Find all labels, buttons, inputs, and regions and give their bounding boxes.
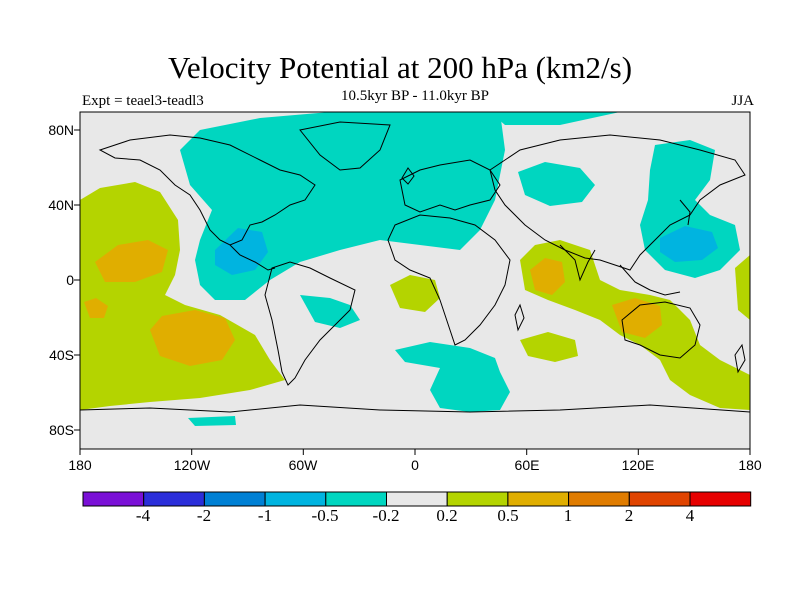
orange-core-north-pacific (95, 240, 168, 282)
colorbar-label-2: 2 (624, 506, 634, 525)
colorbar-label-m4: -4 (135, 506, 151, 525)
coast-new-zealand (734, 343, 746, 374)
coast-antarctica (80, 404, 750, 413)
coast-central-america (229, 244, 276, 271)
lon-label-60w: 60W (288, 457, 318, 473)
lat-label-80s: 80S (49, 422, 74, 438)
colorbar-box-1 (143, 491, 205, 507)
lon-label-120w: 120W (173, 457, 211, 473)
colorbar-box-4 (325, 491, 387, 507)
coast-africa (387, 214, 511, 346)
colorbar-box-0 (82, 491, 145, 507)
map-subtitle: 10.5kyr BP - 11.0kyr BP (340, 88, 490, 104)
coast-asia (489, 134, 746, 271)
axis-ticks (74, 129, 751, 455)
colorbar-box-2 (203, 491, 266, 507)
cyan-core-west-pacific (660, 226, 718, 262)
lon-label-60e: 60E (514, 457, 540, 473)
orange-core-date-line (84, 298, 108, 318)
coast-southeast-asia (619, 264, 681, 296)
colorbar-box-7 (507, 491, 570, 507)
colorbar-label-m02: -0.2 (372, 506, 400, 525)
cyan-core-central-america (215, 228, 268, 275)
coast-uk (401, 167, 415, 185)
lat-label-40s: 40S (49, 347, 74, 363)
orange-core-australia (612, 298, 662, 338)
lon-label-0: 0 (411, 457, 419, 473)
coastlines (80, 121, 750, 413)
colorbar-box-8 (568, 491, 630, 507)
map-title: Velocity Potential at 200 hPa (km2/s) (167, 50, 633, 85)
coast-europe (399, 159, 501, 213)
colorbar-box-3 (264, 491, 327, 507)
coast-south-america (264, 261, 356, 386)
teal-region-south-america (300, 295, 360, 328)
colorbar-label-m05: -0.5 (311, 506, 339, 525)
colorbar (82, 491, 752, 507)
lat-label-0: 0 (66, 272, 74, 288)
lat-label-40n: 40N (48, 197, 74, 213)
season-label: JJA (731, 93, 754, 109)
coast-australia (621, 301, 701, 359)
colorbar-label-m2: -2 (196, 506, 212, 525)
coast-north-america (98, 134, 316, 246)
colorbar-box-6 (446, 491, 509, 507)
coast-japan (679, 199, 691, 226)
colorbar-box-9 (628, 491, 691, 507)
colorbar-label-05: 0.5 (497, 506, 519, 525)
teal-region-south-atlantic (395, 342, 510, 412)
colorbar-label-1: 1 (563, 506, 573, 525)
teal-region-central-asia (518, 162, 595, 206)
colorbar-label-m1: -1 (257, 506, 273, 525)
coast-india (559, 244, 596, 282)
colorbar-box-5 (386, 491, 448, 507)
lon-label-180e: 180 (738, 457, 762, 473)
experiment-label: Expt = teael3-teadl3 (82, 93, 204, 109)
lime-region-africa (390, 275, 440, 312)
map-field (80, 112, 750, 449)
teal-region-arctic (490, 112, 620, 125)
lon-label-120e: 120E (621, 457, 655, 473)
orange-core-south-pacific (150, 310, 235, 366)
colorbar-label-4: 4 (685, 506, 695, 525)
lat-label-80n: 80N (48, 122, 74, 138)
orange-core-arabian-sea (530, 258, 565, 295)
lime-region-pacific (80, 182, 285, 410)
teal-region-south-pacific (188, 416, 236, 426)
colorbar-box-10 (689, 491, 752, 507)
coast-madagascar (514, 303, 525, 332)
colorbar-label-02: 0.2 (436, 506, 458, 525)
lime-region-east-pacific (735, 255, 750, 320)
coast-greenland (299, 121, 391, 171)
lime-region-madagascar (520, 332, 578, 362)
lon-label-180w: 180 (68, 457, 92, 473)
